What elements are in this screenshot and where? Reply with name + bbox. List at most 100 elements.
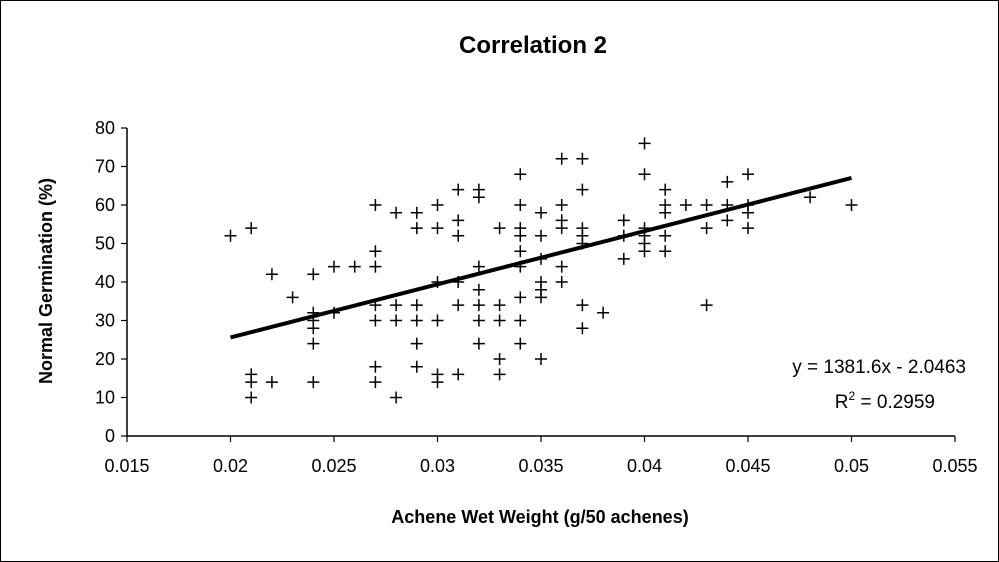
data-point	[742, 206, 754, 219]
data-point	[514, 337, 527, 350]
data-point	[410, 314, 423, 327]
data-point	[721, 214, 734, 227]
data-point	[224, 229, 237, 242]
data-point	[390, 391, 403, 404]
data-point	[638, 168, 651, 181]
data-point	[307, 268, 320, 281]
data-point	[245, 376, 258, 389]
data-point	[721, 175, 734, 188]
x-tick-label: 0.035	[518, 456, 563, 476]
data-point	[369, 245, 382, 258]
data-point	[597, 306, 610, 319]
y-tick-label: 60	[95, 195, 115, 215]
data-point	[555, 199, 568, 211]
data-point	[638, 137, 651, 150]
data-point	[452, 368, 465, 381]
data-point	[369, 376, 382, 389]
data-point	[617, 252, 630, 265]
data-point	[493, 314, 506, 327]
plot-area: 0 10 20 30 40 50 60 70 80 0.015 0.02 0.025 0.03 0.035…	[95, 118, 978, 476]
data-point	[576, 299, 589, 312]
data-point	[514, 245, 527, 258]
regression-equation: y = 1381.6x - 2.0463	[792, 357, 966, 378]
data-point	[286, 291, 299, 304]
data-point	[514, 314, 527, 327]
data-point	[514, 291, 527, 304]
x-axis-label: Achene Wet Weight (g/50 achenes)	[391, 507, 688, 527]
data-point	[493, 299, 506, 312]
data-point	[659, 183, 672, 196]
data-point	[431, 199, 444, 211]
r-squared-value: = 0.2959	[855, 392, 935, 413]
data-point	[472, 191, 485, 204]
data-point	[472, 299, 485, 312]
data-point	[804, 191, 817, 204]
r-squared-superscript: 2	[849, 389, 856, 403]
data-point	[472, 283, 485, 296]
data-point	[493, 353, 506, 365]
data-point	[555, 152, 568, 165]
data-point	[659, 206, 672, 219]
data-point	[514, 199, 527, 211]
data-point	[369, 260, 382, 273]
data-point	[431, 222, 444, 235]
data-point	[700, 299, 713, 312]
data-point	[369, 299, 382, 312]
data-point	[472, 314, 485, 327]
data-point	[369, 360, 382, 373]
x-tick-label: 0.015	[104, 456, 149, 476]
y-tick-label: 80	[95, 118, 115, 138]
data-point	[659, 229, 672, 242]
data-point	[307, 337, 320, 350]
y-tick-label: 40	[95, 272, 115, 292]
data-point	[307, 322, 320, 335]
x-tick-label: 0.03	[420, 456, 455, 476]
data-point	[617, 214, 630, 227]
data-point	[390, 314, 403, 327]
y-tick-label: 70	[95, 157, 115, 177]
data-point	[452, 214, 465, 227]
data-point	[638, 245, 651, 258]
data-point	[700, 199, 713, 211]
y-tick-label: 10	[95, 388, 115, 408]
data-point	[328, 306, 340, 319]
data-point	[535, 229, 547, 242]
chart-title: Correlation 2	[459, 32, 607, 59]
r-squared-prefix: R	[835, 392, 849, 413]
data-point	[742, 168, 754, 181]
data-point	[452, 299, 465, 312]
data-point	[472, 337, 485, 350]
data-point	[452, 229, 465, 242]
data-point	[845, 199, 858, 211]
data-point	[431, 276, 444, 288]
data-point	[452, 276, 465, 288]
data-point	[514, 260, 527, 273]
data-point	[493, 222, 506, 235]
data-point	[390, 206, 403, 219]
data-point	[265, 376, 278, 389]
y-tick-label: 0	[105, 426, 115, 446]
data-point	[328, 260, 340, 273]
data-point	[576, 183, 589, 196]
data-point	[245, 222, 258, 235]
data-point	[514, 229, 527, 242]
x-tick-label: 0.055	[932, 456, 977, 476]
data-point	[679, 199, 692, 211]
data-point	[721, 199, 734, 211]
data-point	[576, 237, 589, 250]
data-point	[659, 245, 672, 258]
data-point	[555, 222, 568, 235]
data-point	[410, 299, 423, 312]
data-point	[514, 168, 527, 181]
data-point	[576, 322, 589, 335]
data-point	[742, 222, 754, 235]
data-point	[245, 391, 258, 404]
x-tick-label: 0.025	[311, 456, 356, 476]
y-axis-label: Normal Germination (%)	[36, 178, 56, 384]
data-point	[472, 260, 485, 273]
data-point	[535, 291, 547, 304]
data-point	[431, 376, 444, 389]
x-tick-label: 0.02	[213, 456, 248, 476]
